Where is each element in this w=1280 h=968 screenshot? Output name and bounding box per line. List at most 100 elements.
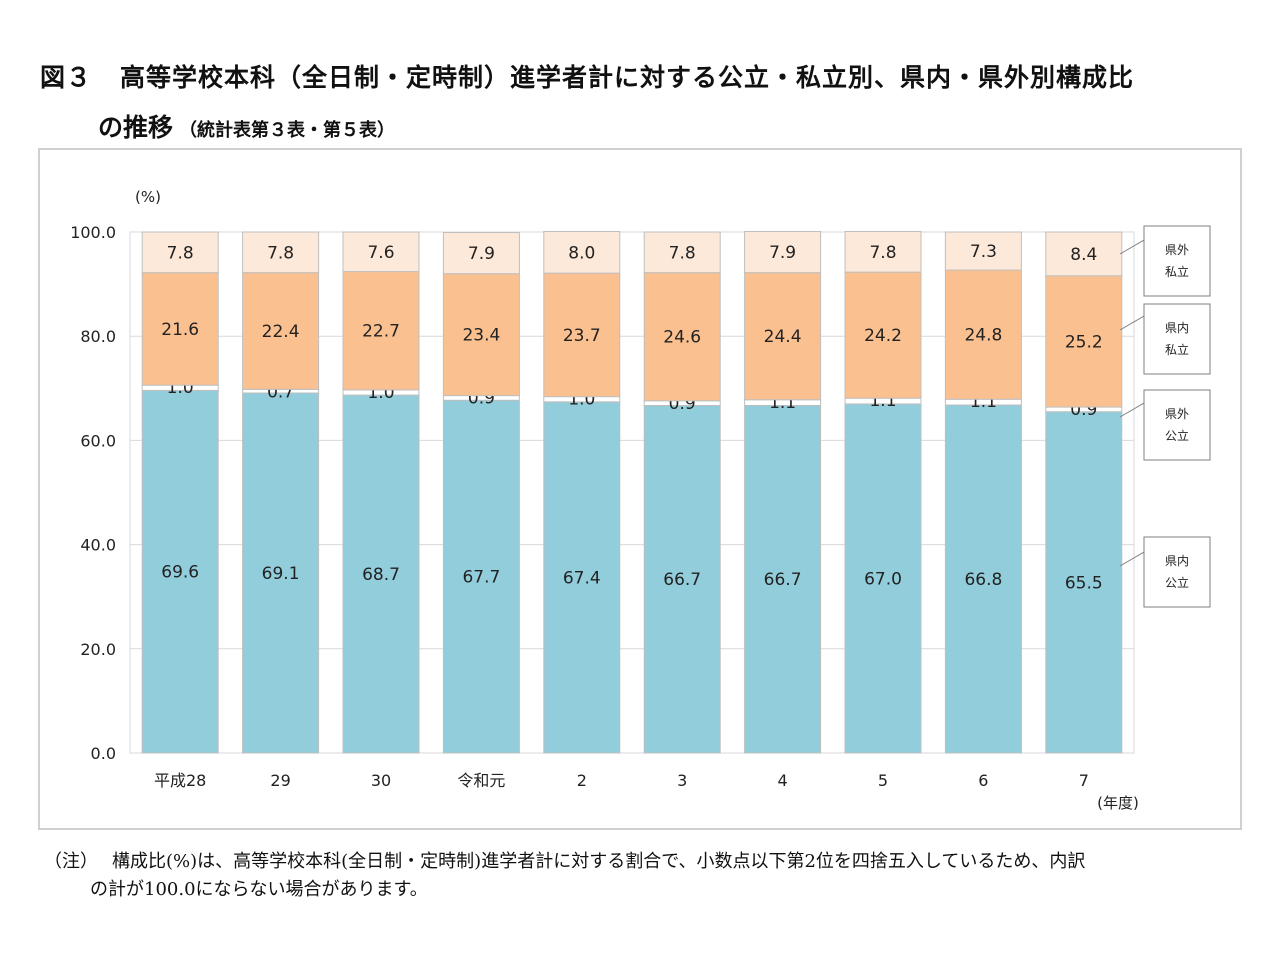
legend-leader-line (1119, 315, 1145, 331)
legend-label: 県外 (1165, 407, 1189, 421)
footnote: （注） 構成比(%)は、高等学校本科(全日制・定時制)進学者計に対する割合で、小数… (44, 848, 1244, 904)
bar-segment (242, 272, 320, 390)
x-tick-label: 7 (1079, 771, 1089, 790)
chart-title-continued: の推移 （統計表第３表・第５表） (98, 108, 395, 144)
chart-title: 図３ 高等学校本科（全日制・定時制）進学者計に対する公立・私立別、県内・県外別構成… (40, 58, 1134, 94)
x-tick-label: 5 (878, 771, 888, 790)
data-label: 21.6 (161, 320, 199, 340)
legend-box (1143, 225, 1211, 297)
footnote-label: （注） (44, 851, 98, 872)
y-axis-unit: (%) (135, 188, 161, 206)
data-label: 7.8 (669, 243, 696, 263)
chart-frame (38, 148, 1242, 830)
bar-segment (342, 271, 420, 391)
data-label: 7.6 (367, 243, 394, 263)
data-label: 66.7 (764, 570, 802, 590)
data-label: 7.3 (970, 242, 997, 262)
bar-segment (242, 392, 320, 754)
data-label: 7.9 (468, 244, 495, 264)
data-label: 23.4 (462, 326, 500, 346)
figure-number: 図３ (40, 63, 93, 92)
data-label: 7.8 (267, 243, 294, 263)
bar-segment (242, 231, 320, 274)
data-label: 7.8 (869, 243, 896, 263)
bar-segment (944, 404, 1022, 754)
legend-label: 県外 (1165, 243, 1189, 257)
bar-segment (543, 230, 621, 274)
x-tick-label: 2 (577, 771, 587, 790)
x-axis-unit: (年度) (1097, 794, 1139, 812)
y-tick-label: 20.0 (80, 640, 116, 659)
data-label: 66.7 (663, 570, 701, 590)
data-label: 69.1 (262, 564, 300, 584)
data-label: 24.8 (964, 326, 1002, 346)
chart-title-line2: の推移 (98, 113, 174, 142)
bar-segment (844, 230, 922, 273)
bar-segment (543, 401, 621, 754)
legend-label: 県内 (1165, 321, 1189, 335)
bar-segment (844, 271, 922, 399)
x-tick-label: 6 (978, 771, 988, 790)
legend-label: 公立 (1165, 575, 1189, 590)
legend-label: 県内 (1165, 554, 1189, 568)
bar-segment (643, 404, 721, 754)
bar-segment (643, 231, 721, 274)
y-tick-label: 100.0 (70, 223, 116, 242)
data-label: 7.8 (167, 243, 194, 263)
legend-label: 公立 (1165, 428, 1189, 443)
data-label: 8.4 (1070, 245, 1097, 265)
y-tick-label: 0.0 (91, 744, 116, 763)
bar-segment (141, 231, 219, 274)
legend-box (1143, 303, 1211, 375)
x-tick-label: 4 (778, 771, 788, 790)
legend-label: 私立 (1165, 342, 1189, 357)
chart-title-line1: 高等学校本科（全日制・定時制）進学者計に対する公立・私立別、県内・県外別構成比 (120, 63, 1135, 92)
chart-source: （統計表第３表・第５表） (179, 120, 396, 141)
bar-segment (342, 394, 420, 754)
data-label: 24.2 (864, 326, 902, 346)
x-tick-label: 29 (270, 771, 290, 790)
bar-segment (442, 273, 520, 397)
bar-segment (442, 232, 520, 275)
data-label: 7.9 (769, 243, 796, 263)
bar-segment (1045, 275, 1123, 408)
x-tick-label: 令和元 (457, 771, 505, 790)
x-tick-label: 3 (677, 771, 687, 790)
data-label: 8.0 (568, 243, 595, 263)
data-label: 65.5 (1065, 573, 1103, 593)
data-label: 66.8 (964, 570, 1002, 590)
bar-segment (744, 272, 822, 401)
y-tick-label: 60.0 (80, 431, 116, 450)
bar-segment (141, 272, 219, 386)
data-label: 22.7 (362, 322, 400, 342)
bar-segment (944, 231, 1022, 271)
footnote-line2: の計が100.0にならない場合があります。 (90, 879, 428, 900)
bar-segment (744, 230, 822, 274)
data-label: 67.4 (563, 568, 601, 588)
data-label: 69.6 (161, 563, 199, 583)
data-label: 67.7 (462, 568, 500, 588)
data-label: 68.7 (362, 565, 400, 585)
y-tick-label: 40.0 (80, 536, 116, 555)
x-tick-label: 平成28 (154, 771, 206, 790)
data-label: 24.4 (764, 327, 802, 347)
footnote-line1: 構成比(%)は、高等学校本科(全日制・定時制)進学者計に対する割合で、小数点以下… (112, 851, 1086, 872)
y-tick-label: 80.0 (80, 327, 116, 346)
legend-box (1143, 389, 1211, 461)
bar-segment (1045, 231, 1123, 277)
data-label: 24.6 (663, 328, 701, 348)
legend-label: 私立 (1165, 264, 1189, 279)
data-label: 22.4 (262, 322, 300, 342)
bar-segment (543, 272, 621, 398)
bar-segment (744, 404, 822, 754)
bar-segment (342, 231, 420, 273)
data-label: 67.0 (864, 569, 902, 589)
legend-leader-line (1119, 402, 1145, 418)
bar-segment (442, 399, 520, 754)
data-label: 23.7 (563, 326, 601, 346)
data-label: 25.2 (1065, 332, 1103, 352)
bar-segment (643, 272, 721, 402)
legend-leader-line (1119, 551, 1145, 567)
bar-segment (1045, 411, 1123, 754)
